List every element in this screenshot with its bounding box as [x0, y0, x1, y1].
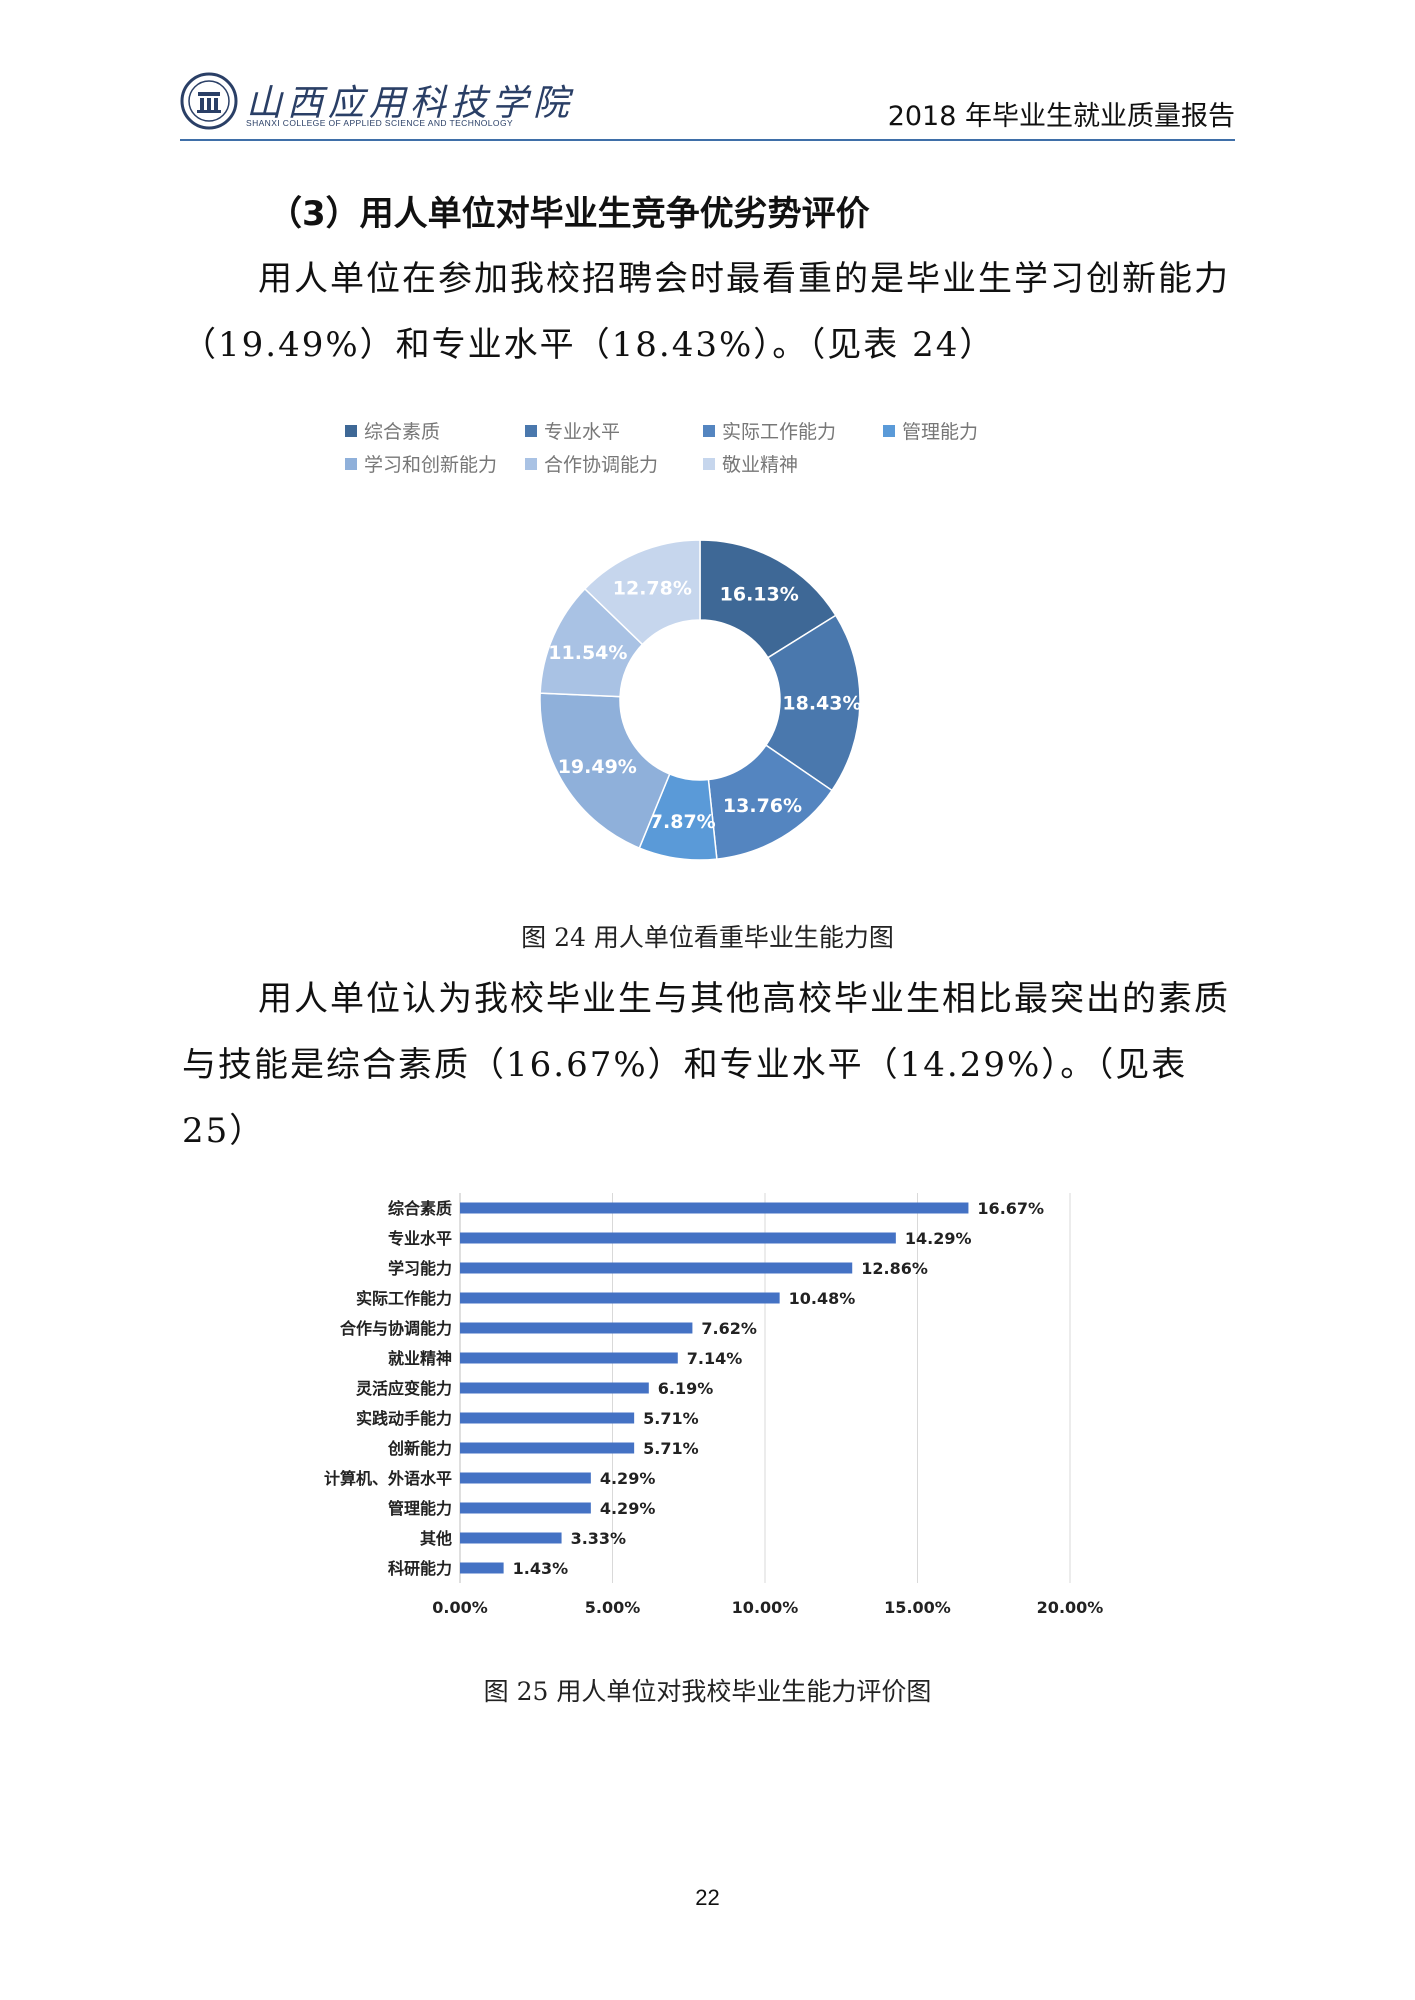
legend-label: 合作协调能力	[544, 454, 659, 476]
horizontal-bar-chart: 0.00% 5.00% 10.00% 15.00% 20.00% 综合素质 16.67% 专业…	[324, 1193, 1104, 1617]
legend-label: 管理能力	[902, 421, 979, 443]
bar	[460, 1292, 780, 1304]
page-number: 22	[695, 1885, 720, 1910]
bar	[460, 1202, 969, 1214]
bar	[460, 1232, 896, 1244]
x-tick-label: 15.00%	[884, 1598, 951, 1617]
pie-slice	[539, 692, 671, 850]
bar	[460, 1322, 693, 1334]
pie-slice	[699, 539, 837, 659]
value-label: 14.29%	[905, 1229, 972, 1248]
school-name-en: SHANXI COLLEGE OF APPLIED SCIENCE AND TE…	[246, 118, 514, 128]
bar	[460, 1532, 562, 1544]
bar	[460, 1442, 635, 1454]
pie-legend: 综合素质 专业水平 实际工作能力 管理能力 学习和创新能力 合作协调能力 敬业精…	[345, 414, 1025, 480]
legend-row: 学习和创新能力 合作协调能力 敬业精神	[345, 447, 1025, 480]
bar	[460, 1382, 649, 1394]
figure-25-caption: 图 25 用人单位对我校毕业生能力评价图	[483, 1677, 932, 1706]
figure-24-caption: 图 24 用人单位看重毕业生能力图	[521, 923, 894, 952]
category-label: 其他	[420, 1529, 452, 1548]
page-header: 山西应用科技学院 SHANXI COLLEGE OF APPLIED SCIEN…	[180, 72, 1235, 140]
category-label: 就业精神	[388, 1349, 452, 1368]
value-label: 16.67%	[977, 1199, 1044, 1218]
value-label: 6.19%	[658, 1379, 714, 1398]
bar	[460, 1502, 591, 1514]
legend-label: 实际工作能力	[722, 421, 837, 443]
value-label: 3.33%	[571, 1529, 627, 1548]
x-tick-label: 0.00%	[432, 1598, 488, 1617]
legend-item: 专业水平	[525, 417, 703, 444]
category-label: 学习能力	[388, 1259, 452, 1278]
bar	[460, 1562, 504, 1574]
category-label: 管理能力	[388, 1499, 452, 1518]
x-tick-label: 20.00%	[1037, 1598, 1104, 1617]
legend-item: 学习和创新能力	[345, 450, 525, 477]
school-emblem-icon	[180, 72, 238, 130]
value-label: 7.62%	[701, 1319, 757, 1338]
x-tick-label: 5.00%	[585, 1598, 641, 1617]
legend-swatch	[345, 457, 357, 470]
report-title: 2018 年毕业生就业质量报告	[887, 101, 1235, 132]
value-label: 7.14%	[687, 1349, 743, 1368]
legend-item: 敬业精神	[703, 450, 798, 477]
section-heading: （3）用人单位对毕业生竞争优劣势评价	[268, 194, 870, 234]
legend-item: 综合素质	[345, 417, 525, 444]
pie-slice	[764, 614, 861, 792]
value-label: 12.86%	[861, 1259, 928, 1278]
legend-swatch	[703, 457, 715, 470]
bar	[460, 1352, 678, 1364]
header-divider	[180, 139, 1235, 141]
category-label: 实践动手能力	[356, 1409, 452, 1428]
category-label: 专业水平	[388, 1229, 452, 1248]
category-label: 综合素质	[388, 1199, 452, 1218]
pie-value-label: 7.87%	[650, 811, 716, 833]
bar	[460, 1412, 635, 1424]
pie-value-label: 13.76%	[723, 795, 802, 817]
legend-label: 专业水平	[544, 421, 621, 443]
legend-swatch	[525, 457, 537, 470]
school-name-cn: 山西应用科技学院	[246, 83, 575, 124]
category-label: 计算机、外语水平	[324, 1469, 452, 1488]
pie-value-label: 16.13%	[720, 583, 799, 605]
paragraph-1: 用人单位在参加我校招聘会时最看重的是毕业生学习创新能力（19.49%）和专业水平…	[182, 259, 1230, 365]
bar	[460, 1472, 591, 1484]
pie-value-label: 11.54%	[548, 642, 627, 664]
value-label: 5.71%	[643, 1409, 699, 1428]
value-label: 4.29%	[600, 1499, 656, 1518]
legend-swatch	[883, 424, 895, 437]
legend-label: 学习和创新能力	[364, 454, 498, 476]
legend-row: 综合素质 专业水平 实际工作能力 管理能力	[345, 414, 1025, 447]
legend-label: 综合素质	[364, 421, 441, 443]
category-label: 合作与协调能力	[340, 1319, 452, 1338]
category-label: 科研能力	[388, 1559, 452, 1578]
category-label: 灵活应变能力	[356, 1379, 452, 1398]
pie-slice	[583, 539, 701, 646]
category-label: 创新能力	[387, 1439, 452, 1458]
x-tick-label: 10.00%	[732, 1598, 799, 1617]
bar	[460, 1262, 853, 1274]
value-label: 10.48%	[789, 1289, 856, 1308]
pie-value-label: 19.49%	[558, 756, 637, 778]
legend-label: 敬业精神	[722, 454, 799, 476]
legend-swatch	[345, 424, 357, 437]
value-label: 1.43%	[513, 1559, 569, 1578]
legend-item: 实际工作能力	[703, 417, 883, 444]
value-label: 4.29%	[600, 1469, 656, 1488]
legend-item: 管理能力	[883, 417, 978, 444]
pie-value-label: 12.78%	[613, 578, 692, 600]
value-label: 5.71%	[643, 1439, 699, 1458]
paragraph-2: 用人单位认为我校毕业生与其他高校毕业生相比最突出的素质与技能是综合素质（16.6…	[182, 979, 1230, 1151]
category-label: 实际工作能力	[356, 1289, 452, 1308]
donut-chart: 16.13% 18.43% 13.76% 7.87% 19.49% 11.54% 12.78…	[539, 539, 862, 861]
pie-value-label: 18.43%	[782, 693, 861, 715]
legend-item: 合作协调能力	[525, 450, 703, 477]
legend-swatch	[525, 424, 537, 437]
legend-swatch	[703, 424, 715, 437]
